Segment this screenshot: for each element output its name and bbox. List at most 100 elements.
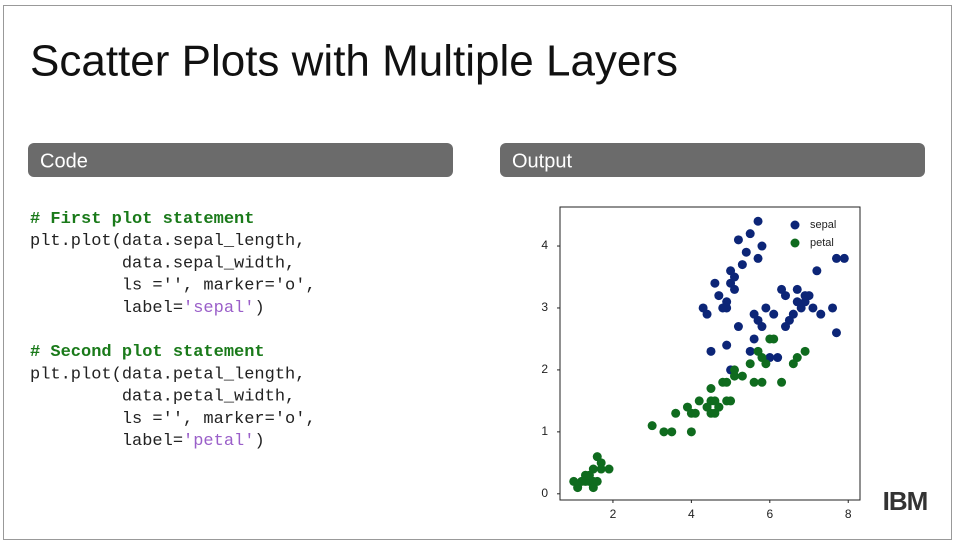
- point: [722, 340, 732, 350]
- point: [831, 328, 841, 338]
- point: [769, 309, 779, 319]
- point: [718, 303, 728, 313]
- point: [726, 278, 736, 288]
- point: [769, 334, 779, 344]
- point: [722, 377, 732, 387]
- point: [812, 266, 822, 276]
- point: [569, 476, 579, 486]
- point: [647, 421, 657, 431]
- output-header: Output: [512, 150, 572, 172]
- point: [682, 402, 692, 412]
- point: [777, 377, 787, 387]
- point: [839, 253, 849, 263]
- code-segment: label=: [30, 432, 183, 451]
- point: [745, 359, 755, 369]
- point: [792, 353, 802, 363]
- point: [745, 229, 755, 239]
- point: [698, 303, 708, 313]
- y-tick-label: 4: [541, 238, 548, 252]
- point: [702, 402, 712, 412]
- x-tick-label: 6: [766, 507, 773, 521]
- point: [741, 247, 751, 257]
- point: [757, 241, 767, 251]
- code-block: # First plot statement plt.plot(data.sepa…: [30, 210, 316, 451]
- code-segment: ): [254, 432, 264, 451]
- point: [808, 303, 818, 313]
- point: [831, 253, 841, 263]
- code-segment: ls ='', marker='o',: [30, 410, 316, 429]
- point: [753, 216, 763, 226]
- code-line: data.sepal_width,: [30, 255, 295, 274]
- code-line: ls ='', marker='o',: [30, 410, 316, 429]
- point: [671, 408, 681, 418]
- code-segment: # Second plot statement: [30, 344, 265, 363]
- code-line: label='petal'): [30, 432, 265, 451]
- point: [800, 346, 810, 356]
- code-line: data.petal_width,: [30, 388, 295, 407]
- point: [659, 427, 669, 437]
- point: [761, 303, 771, 313]
- point: [706, 346, 716, 356]
- code-line: # First plot statement: [30, 210, 254, 229]
- point: [706, 383, 716, 393]
- code-line: # Second plot statement: [30, 344, 265, 363]
- code-segment: data.sepal_width,: [30, 255, 295, 274]
- code-line: plt.plot(data.petal_length,: [30, 366, 305, 385]
- code-segment: ): [254, 299, 264, 318]
- point: [749, 309, 759, 319]
- point: [757, 322, 767, 332]
- code-header: Code: [40, 150, 88, 172]
- slide-title: Scatter Plots with Multiple Layers: [30, 37, 678, 86]
- code-segment: ls ='', marker='o',: [30, 277, 316, 296]
- point: [733, 235, 743, 245]
- point: [733, 322, 743, 332]
- x-tick-label: 4: [688, 507, 695, 521]
- point: [588, 464, 598, 474]
- point: [737, 260, 747, 270]
- point: [828, 303, 838, 313]
- legend-marker: [790, 220, 800, 230]
- point: [816, 309, 826, 319]
- legend-label: sepal: [810, 219, 836, 231]
- legend-marker: [790, 238, 800, 248]
- code-segment: label=: [30, 299, 183, 318]
- code-segment: plt.plot(data.sepal_length,: [30, 233, 305, 252]
- point: [745, 346, 755, 356]
- y-tick-label: 1: [541, 424, 548, 438]
- point: [800, 291, 810, 301]
- point: [690, 408, 700, 418]
- point: [749, 334, 759, 344]
- point: [780, 322, 790, 332]
- point: [592, 476, 602, 486]
- code-segment: plt.plot(data.petal_length,: [30, 366, 305, 385]
- legend-label: petal: [810, 237, 834, 249]
- point: [667, 427, 677, 437]
- point: [788, 309, 798, 319]
- point: [714, 291, 724, 301]
- code-header-bar: [28, 143, 453, 177]
- point: [792, 284, 802, 294]
- point: [726, 266, 736, 276]
- point: [710, 278, 720, 288]
- point: [753, 346, 763, 356]
- point: [749, 377, 759, 387]
- point: [686, 427, 696, 437]
- code-line: label='sepal'): [30, 299, 265, 318]
- point: [773, 353, 783, 363]
- point: [737, 371, 747, 381]
- y-tick-label: 2: [541, 362, 548, 376]
- point: [777, 284, 787, 294]
- logo: IBM: [883, 486, 928, 516]
- x-tick-label: 2: [610, 507, 617, 521]
- y-tick-label: 3: [541, 300, 548, 314]
- point: [730, 371, 740, 381]
- code-segment: 'petal': [183, 432, 254, 451]
- code-segment: 'sepal': [183, 299, 254, 318]
- x-tick-label: 8: [845, 507, 852, 521]
- point: [757, 377, 767, 387]
- code-line: ls ='', marker='o',: [30, 277, 316, 296]
- code-segment: data.petal_width,: [30, 388, 295, 407]
- point: [796, 303, 806, 313]
- point: [596, 458, 606, 468]
